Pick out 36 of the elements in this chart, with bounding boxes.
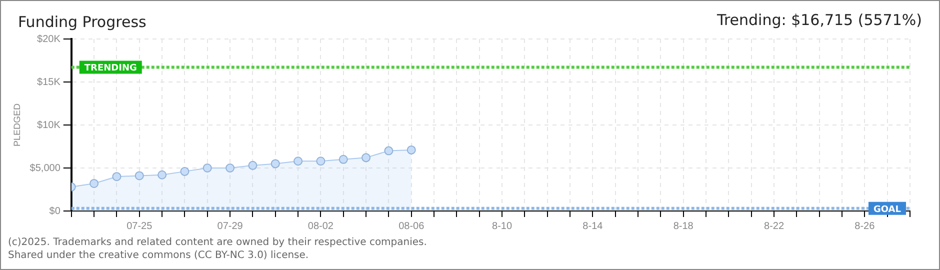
y-tick-label: $5,000	[30, 162, 61, 174]
point	[406, 145, 416, 154]
point	[270, 159, 280, 168]
text: (c)2025. Trademarks and related content are owned by their respective companies.	[8, 236, 427, 249]
y-tick-label: $10K	[37, 120, 61, 131]
point	[294, 156, 303, 166]
x-tick-label: 8-18	[673, 220, 694, 232]
point	[112, 172, 122, 182]
y-axis-title: PLEDGED	[12, 102, 22, 147]
point	[316, 156, 326, 166]
point	[134, 171, 144, 180]
point	[202, 164, 212, 172]
x-tick-label: 07-29	[217, 220, 244, 232]
point	[338, 154, 348, 164]
x-tick-label: 08-06	[398, 220, 425, 232]
y-tick-label: $15K	[37, 76, 61, 88]
x-tick-label: 08-02	[308, 220, 334, 232]
point	[362, 153, 371, 162]
x-tick-label: 07-25	[126, 220, 153, 232]
chart-subtitle: Trending: $16,715 (5571%)	[717, 11, 922, 29]
point	[248, 160, 258, 170]
y-tick-label: $20K	[37, 34, 61, 45]
ref-line-label: TRENDING	[84, 64, 137, 74]
point	[180, 166, 190, 176]
point	[90, 178, 99, 188]
point	[158, 170, 167, 180]
point	[226, 164, 235, 172]
ref-line-label: GOAL	[874, 204, 902, 215]
point	[384, 146, 394, 156]
x-tick-label: 8-26	[854, 220, 876, 232]
y-tick-label: $0	[49, 206, 61, 217]
x-tick-label: 8-14	[582, 220, 604, 232]
x-tick-label: 8-22	[764, 220, 784, 232]
chart-title: Funding Progress	[18, 13, 146, 31]
text: Shared under the creative commons (CC BY-NC 3.0) license.	[8, 249, 310, 262]
x-tick-label: 8-10	[492, 220, 512, 232]
